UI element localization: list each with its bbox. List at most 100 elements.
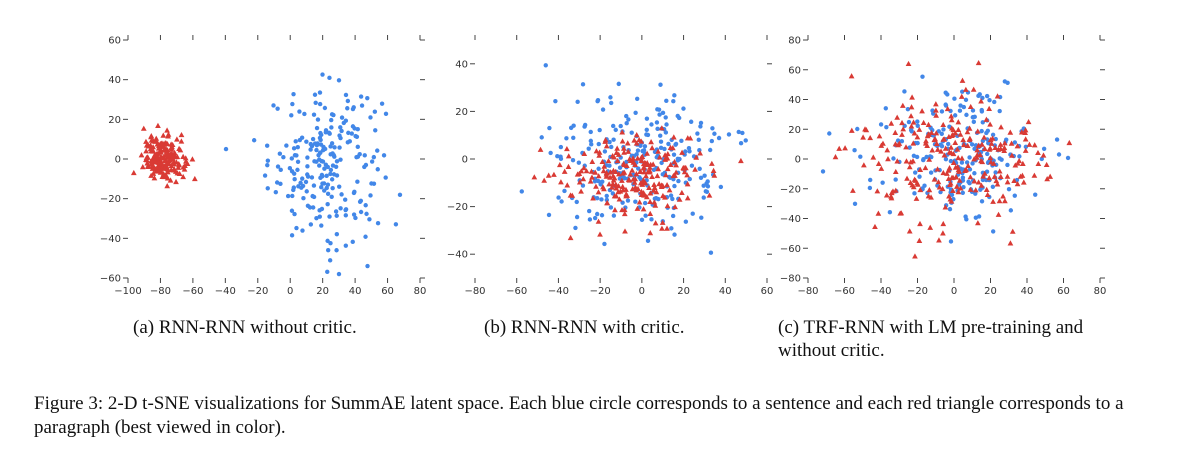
paragraph-point bbox=[649, 173, 655, 180]
paragraph-point bbox=[992, 144, 999, 150]
paragraph-point bbox=[899, 131, 905, 137]
sentence-point bbox=[347, 139, 352, 144]
sentence-point bbox=[999, 157, 1004, 162]
y-tick-label: −40 bbox=[447, 250, 468, 261]
y-tick-label: 0 bbox=[462, 155, 468, 166]
paragraph-point bbox=[672, 203, 678, 210]
sentence-point bbox=[568, 125, 574, 131]
sentence-point bbox=[634, 152, 639, 157]
paragraph-point bbox=[995, 146, 1002, 152]
paragraph-point bbox=[595, 173, 602, 179]
sentence-point bbox=[362, 153, 367, 158]
paragraph-point bbox=[638, 138, 645, 144]
sentence-point bbox=[350, 239, 355, 245]
sentence-point bbox=[558, 144, 564, 150]
paragraph-point bbox=[1040, 152, 1047, 158]
paragraph-point bbox=[1001, 140, 1008, 146]
paragraph-point bbox=[645, 168, 651, 175]
sentence-point bbox=[957, 108, 963, 113]
paragraph-point bbox=[168, 146, 175, 152]
x-tick-label: 0 bbox=[639, 286, 645, 297]
sentence-point bbox=[707, 147, 713, 153]
sentence-point bbox=[607, 163, 612, 168]
sentence-point bbox=[958, 103, 963, 108]
paragraph-point bbox=[165, 131, 172, 137]
paragraph-point bbox=[606, 181, 612, 187]
sentence-point bbox=[365, 263, 370, 269]
paragraph-point bbox=[948, 144, 954, 150]
paragraph-point bbox=[684, 195, 691, 201]
sentence-point bbox=[943, 103, 949, 108]
sentence-point bbox=[318, 142, 324, 147]
paragraph-point bbox=[607, 169, 614, 175]
sentence-point bbox=[322, 166, 327, 171]
sentence-point bbox=[328, 167, 334, 173]
paragraph-point bbox=[174, 136, 180, 142]
sentence-point bbox=[330, 163, 336, 168]
paragraph-point bbox=[933, 107, 939, 113]
paragraph-point bbox=[848, 127, 855, 133]
sentence-point bbox=[311, 112, 317, 117]
sentence-point bbox=[1054, 137, 1060, 142]
paragraph-point bbox=[647, 230, 654, 236]
sentence-point bbox=[595, 178, 601, 184]
paragraph-point bbox=[940, 169, 947, 176]
paragraph-point bbox=[625, 148, 632, 154]
sentence-point bbox=[295, 167, 300, 173]
paragraph-point bbox=[681, 169, 688, 175]
sentence-point bbox=[302, 111, 307, 117]
sentence-point bbox=[277, 151, 283, 156]
paragraph-point bbox=[640, 206, 647, 212]
sentence-point bbox=[643, 213, 648, 218]
paragraph-point bbox=[565, 163, 572, 169]
sentence-point bbox=[343, 213, 349, 218]
paragraph-point bbox=[673, 169, 679, 175]
sentence-point bbox=[696, 137, 701, 143]
paragraph-point bbox=[990, 160, 997, 166]
paragraph-point bbox=[171, 166, 178, 172]
paragraph-point bbox=[145, 162, 152, 168]
paragraph-point bbox=[659, 182, 666, 189]
paragraph-point bbox=[983, 186, 990, 192]
sentence-point bbox=[349, 131, 354, 136]
paragraph-point bbox=[641, 164, 647, 170]
paragraph-point bbox=[983, 116, 990, 122]
paragraph-point bbox=[991, 173, 998, 179]
paragraph-point bbox=[166, 157, 173, 163]
paragraph-point bbox=[176, 170, 183, 177]
paragraph-point bbox=[664, 202, 671, 209]
paragraph-point bbox=[619, 129, 626, 135]
sentence-point bbox=[595, 98, 600, 104]
paragraph-point bbox=[926, 156, 933, 162]
sentence-point bbox=[325, 269, 330, 275]
paragraph-point bbox=[697, 150, 703, 156]
sentence-point bbox=[625, 198, 631, 203]
sentence-point bbox=[592, 176, 598, 182]
paragraph-point bbox=[988, 140, 995, 146]
sentence-point bbox=[884, 124, 889, 130]
sentence-point bbox=[294, 225, 299, 231]
paragraph-point bbox=[1044, 176, 1051, 182]
paragraph-point bbox=[148, 157, 155, 163]
paragraph-point bbox=[178, 138, 185, 144]
paragraph-point bbox=[987, 145, 994, 151]
paragraph-point bbox=[164, 141, 171, 147]
paragraph-point bbox=[1004, 179, 1011, 185]
paragraph-point bbox=[604, 200, 610, 206]
sentence-point bbox=[314, 215, 319, 221]
paragraph-point bbox=[603, 143, 610, 149]
paragraph-point bbox=[629, 167, 635, 173]
sentence-point bbox=[292, 211, 297, 217]
sentence-point bbox=[327, 258, 333, 263]
sentence-point bbox=[576, 160, 582, 165]
sentence-point bbox=[984, 130, 989, 136]
paragraph-point bbox=[164, 127, 170, 133]
sentence-point bbox=[679, 138, 684, 144]
paragraph-point bbox=[906, 164, 913, 170]
paragraph-point bbox=[593, 183, 599, 189]
paragraph-point bbox=[564, 182, 571, 188]
sentence-point bbox=[358, 94, 364, 99]
paragraph-point bbox=[153, 151, 160, 157]
x-tick-label: −40 bbox=[215, 286, 236, 297]
sentence-point bbox=[328, 144, 333, 149]
